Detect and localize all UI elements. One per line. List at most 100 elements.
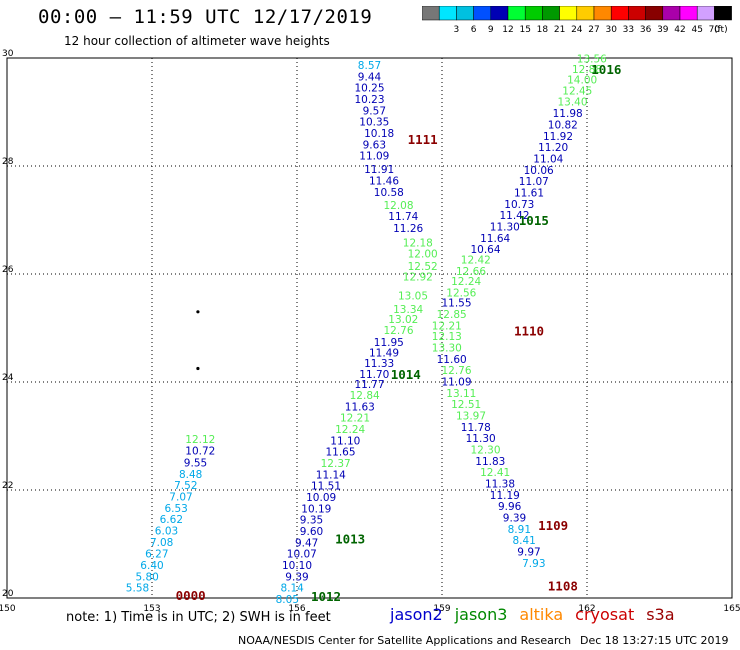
- lat-tick-label: 26: [2, 265, 14, 275]
- swh-value: 12.13: [432, 331, 462, 343]
- swh-value: 11.78: [461, 422, 491, 434]
- swh-value: 10.23: [354, 94, 384, 106]
- swh-value: 12.76: [383, 325, 413, 337]
- swh-value: 12.66: [456, 266, 486, 278]
- scale-label: 33: [623, 25, 634, 35]
- pass-time-label: 1015: [519, 213, 549, 228]
- swh-value: 10.06: [524, 165, 554, 177]
- swh-value: 12.21: [432, 320, 462, 332]
- swh-value: 10.64: [470, 244, 500, 256]
- swh-value: 14.00: [567, 75, 597, 87]
- pass-time-label: 1111: [408, 132, 438, 147]
- swh-value: 11.74: [388, 211, 418, 223]
- swh-value: 10.19: [301, 503, 331, 515]
- swh-value: 11.19: [490, 490, 520, 502]
- wave-height-color-scale: 3 6 9 12 15 18 21 24 27 30 33 36 39 42 45 70(ft): [422, 6, 732, 35]
- legend-jason3: jason3: [454, 605, 508, 624]
- swh-value: 11.64: [480, 233, 510, 245]
- swh-value: 6.40: [140, 560, 163, 572]
- page-subtitle: 12 hour collection of altimeter wave hei…: [64, 34, 330, 48]
- swh-value: 10.58: [374, 187, 404, 199]
- swh-value: 8.41: [512, 535, 535, 547]
- swh-value: 8.14: [280, 583, 304, 595]
- swh-value: 11.70: [359, 369, 389, 381]
- swh-value: 11.09: [441, 376, 471, 388]
- lat-tick-label: 28: [2, 157, 14, 167]
- swh-value: 6.53: [164, 503, 187, 515]
- swh-value: 10.72: [185, 446, 215, 458]
- swh-value: 9.39: [503, 513, 526, 525]
- swh-value: 11.83: [475, 456, 505, 468]
- lat-tick-label: 30: [2, 49, 14, 59]
- swh-value: 11.14: [316, 469, 346, 481]
- swh-value: 8.57: [358, 60, 381, 72]
- scale-label: 27: [588, 25, 599, 35]
- pass-time-label: 1109: [538, 518, 568, 533]
- lon-tick-label: 162: [578, 604, 595, 614]
- swh-value: 11.26: [393, 223, 423, 235]
- swh-value: 11.92: [543, 131, 573, 143]
- scale-label: 9: [488, 25, 494, 35]
- pass-time-label: 0000: [176, 588, 206, 603]
- scale-unit: (ft): [714, 25, 728, 35]
- swh-value: 11.77: [354, 379, 384, 391]
- scale-label: 18: [537, 25, 549, 35]
- swh-value: 9.63: [363, 139, 386, 151]
- swh-value: 7.08: [150, 537, 173, 549]
- swh-value: 11.65: [325, 447, 355, 459]
- legend-s3a: s3a: [646, 605, 675, 624]
- footer-credit: NOAA/NESDIS Center for Satellite Applica…: [238, 634, 572, 647]
- swh-value: 11.60: [437, 354, 467, 366]
- satellite-legend: jason2 jason3 altika cryosat s3a: [390, 605, 687, 624]
- swh-value: 11.38: [485, 479, 515, 491]
- scale-label: 30: [605, 25, 617, 35]
- swh-value: 13.02: [388, 314, 418, 326]
- scale-label: 70: [709, 25, 721, 35]
- swh-value: 11.61: [514, 187, 544, 199]
- scale-label: 21: [554, 25, 565, 35]
- scale-swatch: [714, 6, 732, 21]
- swh-value: 12.51: [451, 399, 481, 411]
- swh-value: 11.51: [311, 481, 341, 493]
- swh-value: 9.57: [363, 105, 386, 117]
- swh-value: 12.85: [437, 309, 467, 321]
- swh-value: 13.56: [577, 54, 607, 66]
- swh-value: 10.18: [364, 128, 394, 140]
- swh-value: 10.07: [287, 549, 317, 561]
- swh-value: 11.42: [499, 210, 529, 222]
- swh-value: 12.08: [383, 200, 413, 212]
- swh-value: 10.25: [354, 83, 384, 95]
- swh-value: 11.55: [441, 298, 471, 310]
- swh-value: 7.93: [522, 558, 545, 570]
- lon-tick-label: 159: [433, 604, 450, 614]
- swh-value: 8.48: [179, 469, 202, 481]
- swh-value: 13.97: [456, 410, 486, 422]
- swh-value: 10.09: [306, 492, 336, 504]
- swh-value: 6.03: [155, 526, 178, 538]
- lat-tick-label: 22: [2, 481, 13, 491]
- swh-value: 12.76: [441, 365, 471, 377]
- swh-value: 11.33: [364, 358, 394, 370]
- swh-value: 9.96: [498, 501, 522, 513]
- swh-value: 12.37: [321, 458, 351, 470]
- scale-label: 6: [471, 25, 477, 35]
- pass-time-label: 1012: [311, 589, 341, 604]
- island-marker: [196, 310, 200, 314]
- footer-note: note: 1) Time is in UTC; 2) SWH is in fe…: [66, 610, 331, 625]
- swh-value: 12.92: [403, 272, 433, 284]
- swh-value: 11.63: [345, 401, 375, 413]
- lon-tick-label: 150: [0, 604, 16, 614]
- scale-label: 45: [691, 25, 702, 35]
- swh-value: 12.24: [451, 276, 481, 288]
- legend-jason2: jason2: [390, 605, 443, 624]
- swh-value: 12.21: [340, 413, 370, 425]
- footer-timestamp: Dec 18 13:27:15 UTC 2019: [580, 634, 729, 647]
- swh-value: 11.46: [369, 176, 399, 188]
- swh-value: 12.45: [562, 85, 592, 97]
- swh-value: 11.98: [553, 108, 583, 120]
- swh-value: 13.05: [398, 291, 428, 303]
- swh-value: 11.10: [330, 435, 360, 447]
- swh-value: 8.91: [508, 524, 531, 536]
- swh-value: 5.58: [126, 583, 149, 595]
